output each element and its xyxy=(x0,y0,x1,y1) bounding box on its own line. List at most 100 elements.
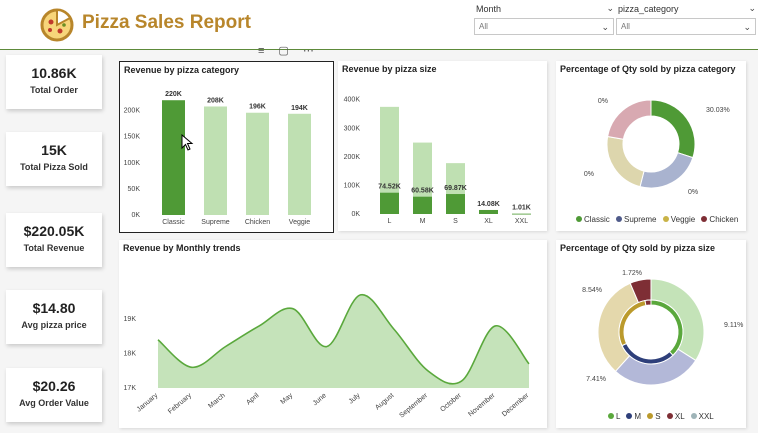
trend-line xyxy=(157,294,530,385)
month-dropdown[interactable]: All ⌄ xyxy=(474,18,614,35)
x-tick-label: July xyxy=(348,392,362,406)
month-dropdown-value: All xyxy=(479,22,488,31)
data-label: 14.08K xyxy=(477,201,500,208)
trend-area-svg: 17K 18K 19K January February March April May Jun… xyxy=(124,294,531,420)
bar-m xyxy=(413,196,432,214)
x-tick-label: June xyxy=(312,392,328,407)
kpi-label: Avg Order Value xyxy=(19,398,89,408)
y-tick-label: 18K xyxy=(124,351,137,358)
kpi-card-avg-pizza-price: $14.80 Avg pizza price xyxy=(6,290,102,344)
chart-title: Revenue by Monthly trends xyxy=(123,243,241,253)
chart-title: Revenue by pizza category xyxy=(124,65,240,75)
legend-dot xyxy=(701,216,708,222)
x-tick-label: September xyxy=(398,392,429,420)
legend-label: M xyxy=(634,412,642,421)
x-tick-label: S xyxy=(453,218,458,225)
legend-label: S xyxy=(655,412,661,421)
x-tick-label: May xyxy=(280,392,295,406)
revenue-by-category-chart[interactable]: Revenue by pizza category 0K 50K 100K 150K 2… xyxy=(119,61,334,233)
y-tick-label: 17K xyxy=(124,385,137,392)
slice-classic xyxy=(650,99,696,159)
mouse-cursor-icon xyxy=(181,134,194,151)
category-slicer-label: pizza_category xyxy=(618,4,679,14)
x-tick-label: XL xyxy=(484,218,493,225)
bar-supreme xyxy=(204,106,227,215)
slice-chicken xyxy=(607,99,652,140)
more-options-icon[interactable]: ⋯ xyxy=(302,45,314,57)
y-tick-label: 150K xyxy=(124,134,141,141)
legend-label: Chicken xyxy=(709,215,739,224)
category-dropdown[interactable]: All ⌄ xyxy=(616,18,756,35)
x-tick-label: March xyxy=(207,392,226,410)
visual-toolbar: ≡ ▢ ⋯ xyxy=(258,44,328,57)
bar-background-m xyxy=(413,142,432,214)
data-label: 196K xyxy=(249,104,266,111)
kpi-value: 15K xyxy=(41,142,67,158)
chevron-down-icon[interactable]: ⌄ xyxy=(606,3,614,13)
x-tick-label: L xyxy=(388,218,392,225)
filter-icon[interactable]: ≡ xyxy=(258,45,265,57)
kpi-card-total-order: 10.86K Total Order xyxy=(6,55,102,109)
x-tick-label: February xyxy=(167,392,193,416)
legend-label: L xyxy=(616,412,621,421)
bar-background-l xyxy=(380,106,399,214)
x-tick-label: December xyxy=(501,392,531,419)
data-label: 1.01K xyxy=(512,205,531,212)
data-label: 69.87K xyxy=(444,185,467,192)
month-slicer-label: Month xyxy=(476,4,502,14)
legend-dot xyxy=(576,216,582,222)
page-title: Pizza Sales Report xyxy=(82,12,251,33)
x-tick-label: January xyxy=(136,392,160,414)
slice-veggie xyxy=(606,135,645,188)
data-label: 60.58K xyxy=(411,188,434,195)
y-tick-label: 0K xyxy=(351,211,360,218)
x-tick-label: Veggie xyxy=(289,219,311,226)
inner-slice-xl xyxy=(644,299,652,307)
data-label: 30.03% xyxy=(706,107,730,114)
kpi-label: Total Order xyxy=(30,85,78,95)
month-slicer[interactable]: Month ⌄ All ⌄ xyxy=(474,4,614,35)
y-tick-label: 200K xyxy=(344,154,361,161)
chevron-down-icon: ⌄ xyxy=(743,21,751,32)
data-label: 7.41% xyxy=(586,376,606,383)
legend-label: XL xyxy=(674,412,685,421)
data-label: 0% xyxy=(584,171,594,178)
category-slicer[interactable]: pizza_category ⌄ All ⌄ xyxy=(616,4,756,35)
size-donut-svg: 9.11% 7.41% 8.54% 1.72% xyxy=(582,270,743,386)
bar-classic xyxy=(162,100,185,215)
bar-l xyxy=(380,192,399,214)
chart-title: Percentage of Qty sold by pizza category xyxy=(560,64,736,74)
legend-dot xyxy=(666,413,673,419)
category-donut-legend: Classic Supreme Veggie Chicken xyxy=(572,215,738,224)
legend-label: Classic xyxy=(584,215,610,224)
qty-by-category-donut[interactable]: Percentage of Qty sold by pizza category… xyxy=(556,61,746,231)
y-tick-label: 0K xyxy=(131,212,140,219)
chevron-down-icon[interactable]: ⌄ xyxy=(748,3,756,13)
report-header: Pizza Sales Report Month ⌄ All ⌄ pizza_ca… xyxy=(0,0,758,50)
data-label: 8.54% xyxy=(582,287,602,294)
revenue-by-size-chart[interactable]: Revenue by pizza size 0K 100K 200K 300K 400K… xyxy=(338,61,547,231)
category-donut-svg: 30.03% 0% 0% 0% xyxy=(584,98,730,196)
legend-dot xyxy=(690,413,697,419)
category-dropdown-value: All xyxy=(621,22,630,31)
kpi-card-total-pizza-sold: 15K Total Pizza Sold xyxy=(6,132,102,186)
kpi-value: $220.05K xyxy=(23,223,85,239)
kpi-card-avg-order-value: $20.26 Avg Order Value xyxy=(6,368,102,422)
kpi-value: $20.26 xyxy=(32,378,76,394)
category-bar-svg: 0K 50K 100K 150K 200K 220K Classic 208K Supreme 1… xyxy=(124,91,311,226)
revenue-monthly-trend-chart[interactable]: Revenue by Monthly trends 17K 18K 19K Janua… xyxy=(119,240,547,428)
focus-mode-icon[interactable]: ▢ xyxy=(278,45,289,57)
chart-title: Percentage of Qty sold by pizza size xyxy=(560,243,716,253)
legend-dot xyxy=(608,413,614,419)
bar-xl xyxy=(479,209,498,214)
legend-label: Supreme xyxy=(624,215,657,224)
bar-xxl xyxy=(512,213,531,215)
data-label: 1.72% xyxy=(622,270,642,277)
y-tick-label: 100K xyxy=(124,160,141,167)
y-tick-label: 300K xyxy=(344,125,361,132)
legend-dot xyxy=(662,216,669,222)
legend-dot xyxy=(626,413,633,419)
x-tick-label: Classic xyxy=(162,219,185,226)
qty-by-size-donut[interactable]: Percentage of Qty sold by pizza size 9.1… xyxy=(556,240,746,428)
data-label: 74.52K xyxy=(378,184,401,191)
